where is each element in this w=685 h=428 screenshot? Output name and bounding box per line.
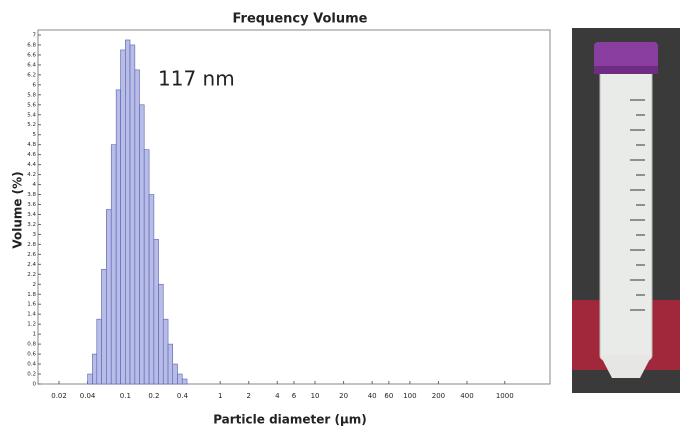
bar xyxy=(143,149,150,385)
bar xyxy=(162,318,169,385)
annotation: 117 nm xyxy=(158,67,235,91)
y-tick-label: 6.8 xyxy=(27,42,36,48)
bar xyxy=(181,378,188,385)
y-tick-label: 1.8 xyxy=(27,292,36,298)
y-tick-label: 3 xyxy=(33,232,37,238)
y-tick-label: 3.4 xyxy=(27,212,36,218)
y-tick-label: 5.2 xyxy=(27,122,36,128)
y-tick-label: 2.2 xyxy=(27,272,36,278)
y-tick-label: 4.2 xyxy=(27,172,36,178)
x-tick-label: 0.2 xyxy=(148,392,159,400)
x-tick-label: 1000 xyxy=(496,392,514,400)
x-tick-label: 60 xyxy=(384,392,393,400)
x-tick-label: 2 xyxy=(247,392,251,400)
x-tick-label: 400 xyxy=(460,392,473,400)
x-tick-label: 10 xyxy=(311,392,320,400)
y-tick-label: 2.8 xyxy=(27,242,36,248)
y-tick-label: 0.6 xyxy=(27,352,36,358)
bar xyxy=(129,44,136,385)
y-tick-label: 7 xyxy=(33,32,37,38)
y-tick-label: 6.2 xyxy=(27,72,36,78)
chart-title: Frequency Volume xyxy=(233,12,368,27)
bar xyxy=(172,363,178,385)
y-tick-label: 1 xyxy=(33,332,37,338)
bar xyxy=(101,269,107,385)
x-tick-label: 1 xyxy=(218,392,222,400)
y-tick-label: 5.8 xyxy=(27,92,36,98)
x-tick-label: 4 xyxy=(275,392,280,400)
bar xyxy=(177,373,183,385)
y-tick-label: 0.4 xyxy=(27,362,36,368)
x-tick-label: 6 xyxy=(292,392,297,400)
bar xyxy=(120,49,126,385)
x-tick-label: 0.4 xyxy=(177,392,189,400)
y-tick-label: 1.2 xyxy=(27,322,36,328)
y-tick-label: 6 xyxy=(33,82,37,88)
y-tick-label: 4 xyxy=(33,182,37,188)
y-tick-label: 5 xyxy=(33,132,37,138)
x-tick-label: 0.04 xyxy=(80,392,96,400)
y-tick-label: 3.6 xyxy=(27,202,36,208)
y-tick-label: 3.8 xyxy=(27,192,36,198)
bar xyxy=(134,69,140,385)
y-tick-label: 0.2 xyxy=(27,372,36,378)
photo xyxy=(572,28,680,393)
x-tick-label: 0.02 xyxy=(51,392,67,400)
y-tick-label: 2 xyxy=(33,282,37,288)
y-tick-label: 0.8 xyxy=(27,342,36,348)
y-tick-label: 2.6 xyxy=(27,252,36,258)
x-tick-label: 40 xyxy=(368,392,377,400)
bar xyxy=(158,283,164,385)
bar xyxy=(167,343,174,385)
y-tick-label: 6.4 xyxy=(27,62,36,68)
y-tick-label: 1.4 xyxy=(27,312,36,318)
bar xyxy=(106,209,112,385)
bar xyxy=(92,353,98,385)
y-tick-label: 5.4 xyxy=(27,112,36,118)
bar xyxy=(87,373,93,385)
bar xyxy=(110,144,117,385)
x-tick-label: 100 xyxy=(403,392,416,400)
y-tick-label: 4.6 xyxy=(27,152,36,158)
x-tick-label: 0.1 xyxy=(120,392,131,400)
y-tick-label: 4.8 xyxy=(27,142,36,148)
bar xyxy=(125,39,131,385)
bar xyxy=(148,194,155,385)
y-tick-label: 2.4 xyxy=(27,262,36,268)
x-tick-label: 20 xyxy=(339,392,348,400)
y-tick-label: 6.6 xyxy=(27,52,36,58)
y-tick-label: 5.6 xyxy=(27,102,36,108)
x-axis-label: Particle diameter (µm) xyxy=(213,413,367,427)
bar xyxy=(153,239,159,385)
y-tick-label: 4.4 xyxy=(27,162,36,168)
y-tick-label: 1.6 xyxy=(27,302,36,308)
y-axis-label: Volume (%) xyxy=(11,171,25,248)
bar xyxy=(139,104,145,385)
bar xyxy=(96,318,102,385)
bar xyxy=(115,89,121,385)
x-tick-label: 200 xyxy=(432,392,445,400)
y-tick-label: 0 xyxy=(33,382,37,388)
y-tick-label: 3.2 xyxy=(27,222,36,228)
